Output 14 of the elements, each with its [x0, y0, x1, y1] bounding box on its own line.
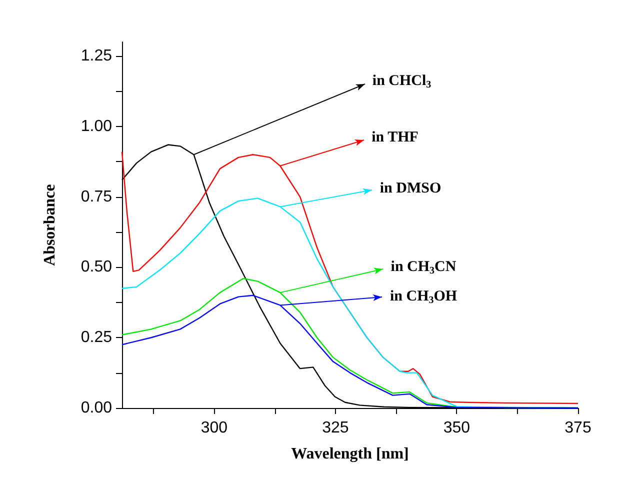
y-tick-label: 0.00 — [80, 400, 112, 416]
x-tick-label: 325 — [322, 420, 349, 436]
y-tick-label: 0.75 — [80, 188, 112, 206]
y-tick-label: 1.25 — [80, 48, 112, 65]
x-axis-title: Wavelength [nm] — [291, 446, 409, 462]
x-tick-label: 300 — [200, 420, 228, 436]
y-tick-label: 0.50 — [80, 258, 112, 276]
x-tick-label: 375 — [564, 420, 592, 436]
y-axis-title: Absorbance — [42, 184, 58, 266]
x-tick-label: 350 — [443, 420, 470, 436]
legend-label: in DMSO — [380, 180, 442, 197]
y-tick-label: 0.25 — [80, 329, 112, 346]
y-tick-label: 1.00 — [80, 118, 112, 135]
legend-label: in THF — [372, 130, 418, 146]
